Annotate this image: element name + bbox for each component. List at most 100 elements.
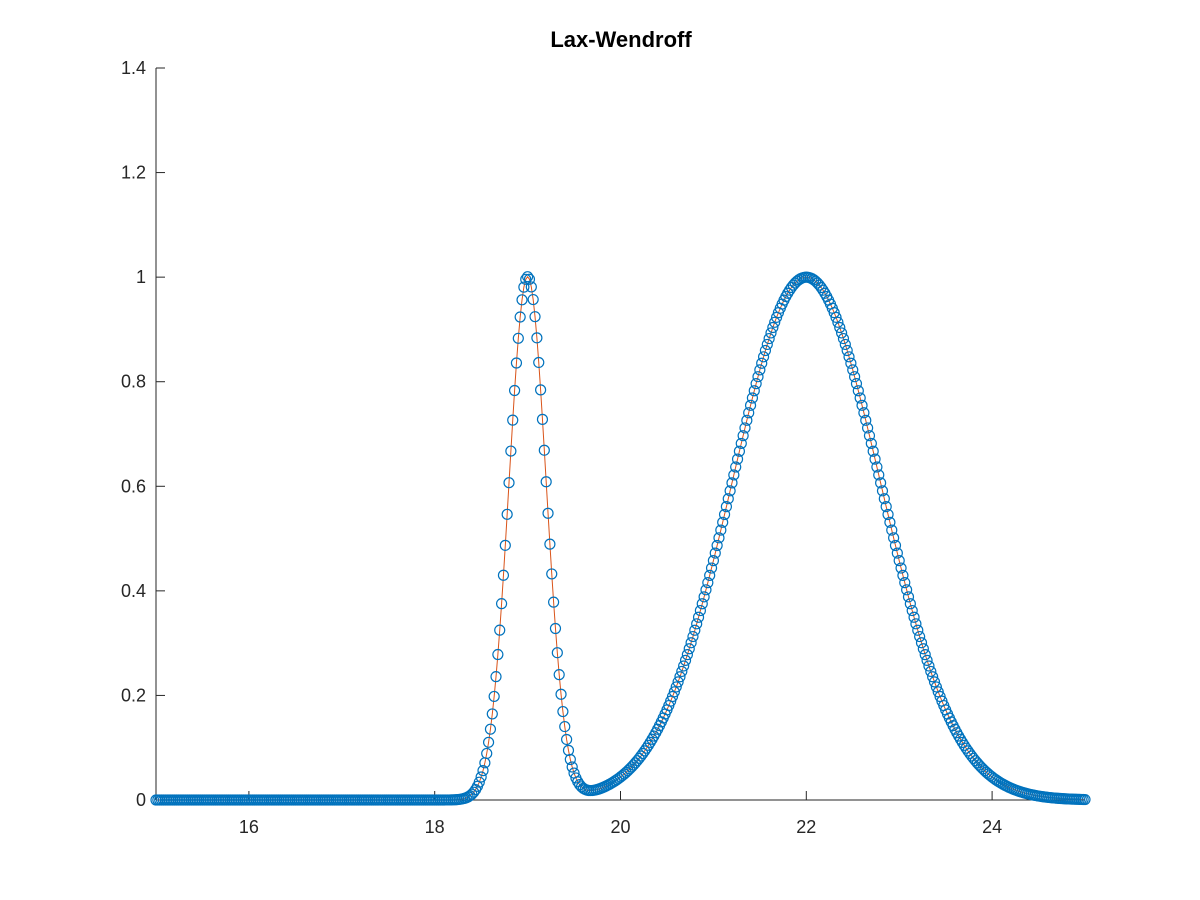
data-point: [555, 688, 567, 700]
data-point: [871, 461, 883, 473]
data-point: [724, 485, 736, 497]
data-point: [927, 671, 939, 683]
data-point: [512, 332, 524, 344]
data-point: [683, 643, 695, 655]
data-point: [835, 327, 848, 339]
axes: 0 0.2 0.4 0.6 0.8 1 1.2 1.4 16 18 20 22 24: [121, 58, 1085, 837]
data-point: [854, 392, 866, 404]
x-tick-label: 22: [796, 817, 816, 837]
data-point: [919, 649, 931, 661]
data-point: [921, 654, 933, 666]
data-point: [956, 736, 968, 748]
data-point: [782, 287, 794, 299]
data-point: [986, 771, 998, 783]
data-point: [769, 316, 781, 328]
data-point: [644, 736, 656, 748]
data-point: [676, 665, 688, 678]
data-point: [915, 637, 928, 649]
data-point: [559, 720, 571, 733]
data-point: [930, 681, 942, 693]
data-point: [678, 660, 690, 672]
x-tick-label: 20: [610, 817, 630, 837]
data-point: [492, 648, 504, 661]
data-point: [928, 676, 941, 688]
x-tick-label: 16: [239, 817, 259, 837]
data-point: [737, 430, 749, 442]
data-point: [726, 477, 738, 489]
data-point: [886, 524, 898, 536]
data-point: [856, 399, 868, 411]
data-point: [862, 422, 874, 434]
data-point: [546, 568, 558, 580]
data-point: [850, 378, 863, 390]
data-point: [817, 284, 829, 296]
y-tick-label: 0.4: [121, 581, 146, 601]
data-point: [685, 637, 697, 649]
data-point: [763, 332, 775, 345]
data-point: [837, 332, 850, 345]
data-point: [843, 351, 855, 363]
data-point: [705, 562, 718, 574]
data-point: [497, 569, 510, 581]
data-point: [468, 786, 480, 798]
data-point: [536, 413, 549, 425]
data-point: [535, 384, 547, 396]
data-point: [958, 739, 970, 751]
data-point: [501, 508, 513, 520]
data-point: [666, 690, 679, 703]
data-point: [904, 598, 916, 610]
data-point: [954, 733, 967, 745]
data-point: [488, 690, 500, 703]
data-point: [696, 598, 708, 610]
data-point: [670, 681, 682, 693]
data-point: [715, 524, 727, 536]
data-point: [551, 647, 563, 659]
data-point: [713, 532, 725, 544]
data-point: [746, 392, 759, 404]
data-point: [847, 364, 859, 376]
data-point: [744, 399, 757, 411]
data-point: [717, 516, 729, 528]
data-point: [895, 562, 907, 574]
data-point: [507, 414, 519, 426]
y-tick-label: 1: [136, 267, 146, 287]
data-point: [527, 293, 539, 306]
data-point: [858, 407, 870, 419]
data-point: [516, 294, 528, 306]
data-point: [897, 569, 909, 582]
chart-title: Lax-Wendroff: [550, 27, 692, 52]
data-point: [674, 671, 686, 683]
data-point: [735, 437, 747, 450]
data-point: [832, 316, 844, 328]
data-point: [852, 385, 864, 397]
y-tick-label: 0.2: [121, 685, 146, 705]
data-point: [841, 344, 853, 357]
data-point: [888, 532, 900, 544]
data-point: [718, 508, 731, 521]
data-point: [882, 508, 894, 521]
data-point: [481, 747, 493, 760]
data-point: [914, 630, 926, 643]
data-point: [700, 584, 712, 596]
data-point: [880, 501, 892, 513]
data-point: [672, 676, 684, 688]
data-point: [521, 271, 534, 283]
y-tick-label: 0: [136, 790, 146, 810]
data-point: [756, 357, 768, 369]
data-point: [761, 338, 773, 351]
data-point: [626, 761, 638, 773]
data-point: [544, 538, 556, 550]
data-point: [867, 445, 879, 457]
data-point: [679, 654, 692, 666]
data-point: [754, 364, 766, 376]
data-point: [1079, 793, 1091, 806]
data-point: [704, 569, 716, 582]
data-point: [475, 771, 487, 783]
data-point: [925, 665, 937, 678]
y-tick-label: 0.6: [121, 476, 146, 496]
data-point: [739, 422, 751, 434]
x-tick-label: 24: [982, 817, 1002, 837]
data-point: [731, 453, 744, 465]
